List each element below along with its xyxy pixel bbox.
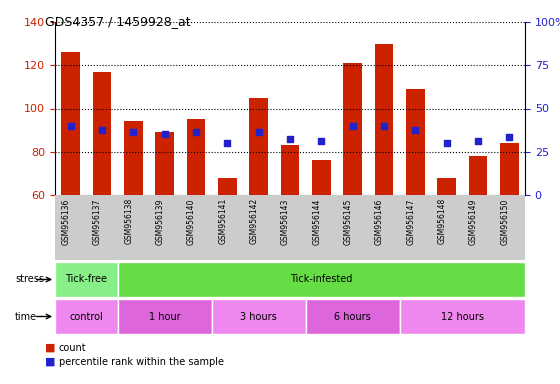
Point — [474, 138, 483, 144]
Bar — [469, 156, 487, 195]
Text: GSM956137: GSM956137 — [93, 198, 102, 245]
Bar — [312, 161, 331, 195]
Text: ■: ■ — [45, 343, 55, 353]
Text: GSM956138: GSM956138 — [124, 198, 133, 245]
Bar — [375, 44, 393, 195]
Point — [160, 131, 169, 137]
Bar — [92, 72, 111, 195]
Bar — [218, 178, 237, 195]
Text: GSM956139: GSM956139 — [156, 198, 165, 245]
Bar — [118, 299, 212, 334]
Text: 12 hours: 12 hours — [441, 311, 484, 321]
Text: ■: ■ — [45, 357, 55, 367]
Bar — [55, 299, 118, 334]
Text: stress: stress — [15, 275, 44, 285]
Bar — [406, 89, 424, 195]
Point — [223, 140, 232, 146]
Point — [442, 140, 451, 146]
Bar — [186, 119, 206, 195]
Text: GSM956148: GSM956148 — [438, 198, 447, 245]
Text: GSM956141: GSM956141 — [218, 198, 227, 245]
Text: 3 hours: 3 hours — [240, 311, 277, 321]
Text: GSM956140: GSM956140 — [187, 198, 196, 245]
Point — [348, 123, 357, 129]
Text: GSM956145: GSM956145 — [344, 198, 353, 245]
Point — [317, 138, 326, 144]
Bar — [155, 132, 174, 195]
Text: GSM956146: GSM956146 — [375, 198, 384, 245]
Bar — [343, 63, 362, 195]
Bar — [118, 262, 525, 297]
Text: 6 hours: 6 hours — [334, 311, 371, 321]
Point — [97, 127, 106, 133]
Bar — [437, 178, 456, 195]
Point — [66, 123, 75, 129]
Text: time: time — [15, 311, 37, 321]
Text: control: control — [69, 311, 103, 321]
Bar — [400, 299, 525, 334]
Text: GSM956143: GSM956143 — [281, 198, 290, 245]
Point — [192, 129, 200, 135]
Text: GSM956136: GSM956136 — [62, 198, 71, 245]
Text: GSM956147: GSM956147 — [407, 198, 416, 245]
Bar — [306, 299, 400, 334]
Point — [380, 123, 389, 129]
Bar — [61, 52, 80, 195]
Bar — [212, 299, 306, 334]
Text: count: count — [59, 343, 86, 353]
Text: GDS4357 / 1459928_at: GDS4357 / 1459928_at — [45, 15, 190, 28]
Point — [286, 136, 295, 142]
Text: GSM956142: GSM956142 — [250, 198, 259, 245]
Text: percentile rank within the sample: percentile rank within the sample — [59, 357, 224, 367]
Text: GSM956149: GSM956149 — [469, 198, 478, 245]
Bar — [500, 143, 519, 195]
Point — [254, 129, 263, 135]
Point — [411, 127, 420, 133]
Bar — [281, 145, 300, 195]
Text: Tick-infested: Tick-infested — [290, 275, 353, 285]
Bar — [249, 98, 268, 195]
Point — [129, 129, 138, 135]
Bar — [55, 262, 118, 297]
Text: 1 hour: 1 hour — [149, 311, 180, 321]
Text: GSM956150: GSM956150 — [500, 198, 510, 245]
Bar — [124, 121, 143, 195]
Text: Tick-free: Tick-free — [66, 275, 108, 285]
Text: GSM956144: GSM956144 — [312, 198, 321, 245]
Point — [505, 134, 514, 140]
